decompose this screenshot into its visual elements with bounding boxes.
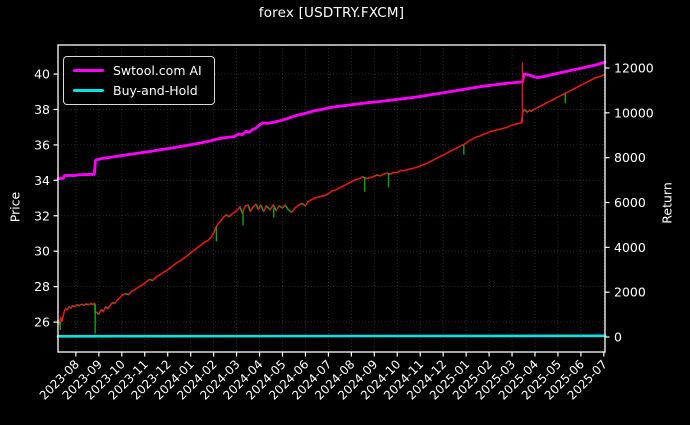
y-tick-label-return: 8000 <box>614 150 646 165</box>
y-tick-label-price: 38 <box>34 102 50 117</box>
price-series-up-segments <box>58 74 605 325</box>
legend-label-ai: Swtool.com AI <box>113 63 202 78</box>
y-tick-label-price: 36 <box>34 137 50 152</box>
legend-item-ai: Swtool.com AI <box>73 63 202 78</box>
y-tick-label-price: 26 <box>34 315 50 330</box>
plot-border <box>57 44 606 353</box>
y-tick-label-return: 10000 <box>614 105 654 120</box>
legend: Swtool.com AI Buy-and-Hold <box>63 56 215 105</box>
y-tick-label-price: 34 <box>34 173 50 188</box>
y-tick-label-price: 32 <box>34 208 50 223</box>
y-tick-label-return: 4000 <box>614 240 646 255</box>
y-tick-label-return: 0 <box>614 330 622 345</box>
y-tick-label-price: 40 <box>34 67 50 82</box>
y-axis-label-price: Price <box>7 191 23 223</box>
price-series-down-segments <box>57 108 533 325</box>
y-axis-label-return: Return <box>659 182 675 224</box>
ai-line-swatch-icon <box>73 69 104 72</box>
ai-return-line <box>56 60 607 181</box>
buyhold-line-swatch-icon <box>73 89 104 92</box>
y-tick-label-price: 28 <box>34 279 50 294</box>
y-tick-label-price: 30 <box>34 244 50 259</box>
chart-title: forex [USDTRY.FXCM] <box>258 5 405 21</box>
y-tick-label-return: 6000 <box>614 195 646 210</box>
y-tick-label-return: 2000 <box>614 285 646 300</box>
legend-item-buyhold: Buy-and-Hold <box>73 83 202 98</box>
y-tick-label-return: 12000 <box>614 60 654 75</box>
buyhold-line <box>56 334 607 338</box>
legend-label-buyhold: Buy-and-Hold <box>113 83 198 98</box>
